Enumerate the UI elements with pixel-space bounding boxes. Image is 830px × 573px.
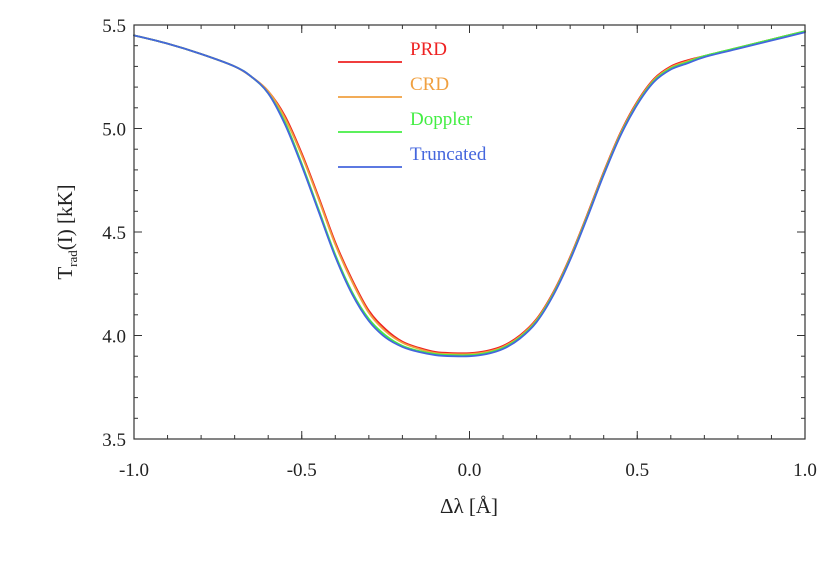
y-tick-label: 5.5 — [102, 16, 126, 37]
y-axis: 3.5 4.0 4.5 5.0 5.5 — [102, 16, 805, 451]
legend-label-truncated: Truncated — [410, 144, 487, 165]
x-tick-label: 0.5 — [625, 460, 649, 481]
legend-label-prd: PRD — [410, 39, 447, 60]
series-line-crd — [133, 30, 806, 356]
y-axis-title: Trad(I) [kK] — [53, 184, 80, 279]
legend-label-crd: CRD — [410, 74, 449, 95]
plot-area — [133, 30, 806, 358]
x-axis-title: Δλ [Å] — [440, 494, 498, 518]
y-tick-label: 4.5 — [102, 223, 126, 244]
x-axis: -1.0 -0.5 0.0 0.5 1.0 — [119, 25, 817, 481]
y-tick-label: 4.0 — [102, 327, 126, 348]
x-tick-label: -1.0 — [119, 460, 149, 481]
x-tick-label: 0.0 — [458, 460, 482, 481]
series-line-doppler — [133, 30, 806, 357]
x-tick-label: 1.0 — [793, 460, 817, 481]
series-line-truncated — [133, 31, 806, 358]
legend-label-doppler: Doppler — [410, 109, 473, 130]
axes-frame — [133, 24, 806, 440]
x-tick-label: -0.5 — [287, 460, 317, 481]
series-line-prd — [133, 30, 806, 355]
y-tick-label: 5.0 — [102, 120, 126, 141]
y-tick-label: 3.5 — [102, 430, 126, 451]
legend: PRD CRD Doppler Truncated — [338, 39, 487, 168]
